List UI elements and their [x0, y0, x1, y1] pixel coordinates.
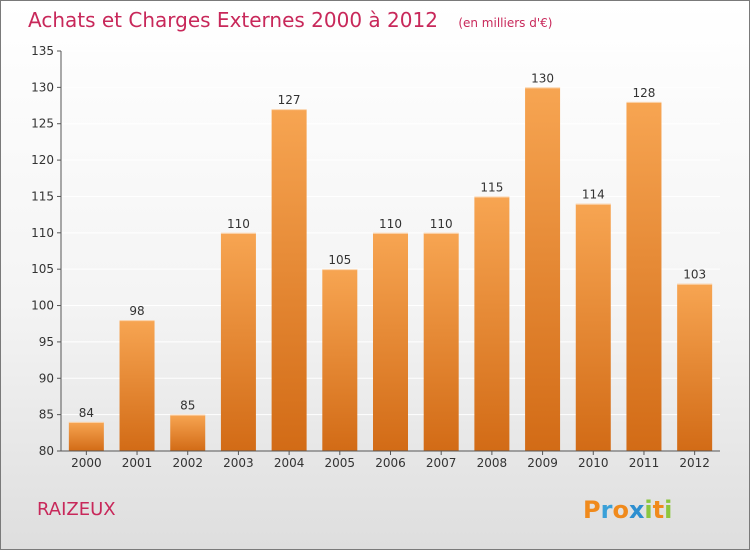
x-tick-label-2006: 2006 — [375, 456, 406, 470]
bar-2002 — [170, 414, 206, 451]
data-label-2005: 105 — [328, 253, 351, 267]
x-tick-label-2003: 2003 — [223, 456, 254, 470]
bar-2004 — [271, 109, 307, 451]
logo-letter-3: x — [629, 496, 645, 524]
bar-2000 — [68, 421, 104, 451]
logo-letter-4: i — [644, 496, 652, 524]
bar-2001 — [119, 320, 155, 451]
logo-letter-6: i — [664, 496, 672, 524]
y-tick-label-135: 135 — [31, 44, 54, 58]
y-tick-label-90: 90 — [39, 371, 54, 385]
axis-layer: 80 85 90 95 100 105 110 115 120 125 130 135 2000 2001… — [31, 44, 720, 470]
data-label-2009: 130 — [531, 71, 554, 85]
data-label-2001: 98 — [129, 304, 144, 318]
bar-2005 — [322, 269, 358, 451]
y-tick-label-120: 120 — [31, 153, 54, 167]
y-tick-label-95: 95 — [39, 335, 54, 349]
y-tick-label-110: 110 — [31, 226, 54, 240]
y-tick-label-130: 130 — [31, 80, 54, 94]
y-tick-label-80: 80 — [39, 444, 54, 458]
x-tick-label-2012: 2012 — [679, 456, 710, 470]
proxiti-logo: Proxiti — [583, 496, 672, 524]
x-tick-label-2007: 2007 — [426, 456, 457, 470]
y-tick-label-100: 100 — [31, 299, 54, 313]
bar-2008 — [474, 196, 510, 451]
logo-letter-0: P — [583, 496, 601, 524]
data-label-2007: 110 — [430, 217, 453, 231]
x-tick-label-2001: 2001 — [122, 456, 153, 470]
chart-title: Achats et Charges Externes 2000 à 2012 (… — [28, 8, 552, 32]
x-tick-label-2005: 2005 — [325, 456, 356, 470]
bar-2003 — [220, 232, 256, 451]
x-tick-label-2004: 2004 — [274, 456, 305, 470]
data-label-2010: 114 — [582, 188, 605, 202]
x-tick-label-2010: 2010 — [578, 456, 609, 470]
bar-2007 — [423, 232, 459, 451]
data-label-2008: 115 — [480, 180, 503, 194]
bar-2006 — [373, 232, 408, 451]
bar-2011 — [626, 101, 662, 451]
x-tick-label-2009: 2009 — [527, 456, 558, 470]
y-tick-label-125: 125 — [31, 117, 54, 131]
y-tick-label-105: 105 — [31, 262, 54, 276]
data-label-2011: 128 — [633, 86, 656, 100]
logo-letter-2: o — [612, 496, 629, 524]
data-label-2004: 127 — [278, 93, 301, 107]
x-tick-label-2002: 2002 — [172, 456, 203, 470]
data-label-2006: 110 — [379, 217, 402, 231]
chart-subtitle: (en milliers d'€) — [458, 16, 552, 30]
place-name: RAIZEUX — [37, 499, 116, 520]
bar-2012 — [677, 283, 713, 451]
y-tick-label-115: 115 — [31, 189, 54, 203]
y-tick-label-85: 85 — [39, 408, 54, 422]
data-label-2002: 85 — [180, 399, 195, 413]
data-label-2003: 110 — [227, 217, 250, 231]
data-label-2000: 84 — [79, 406, 94, 420]
data-label-2012: 103 — [683, 268, 706, 282]
x-tick-label-2000: 2000 — [71, 456, 102, 470]
logo-letter-1: r — [601, 496, 613, 524]
logo-letter-5: t — [653, 496, 664, 524]
chart-title-main: Achats et Charges Externes 2000 à 2012 — [28, 8, 438, 32]
x-tick-label-2008: 2008 — [477, 456, 508, 470]
bars-layer: 84 98 85 110 127 105 110 110 115 130 114 128 103 — [68, 71, 713, 451]
bar-2010 — [575, 203, 611, 451]
x-tick-label-2011: 2011 — [629, 456, 660, 470]
bar-2009 — [525, 87, 561, 451]
